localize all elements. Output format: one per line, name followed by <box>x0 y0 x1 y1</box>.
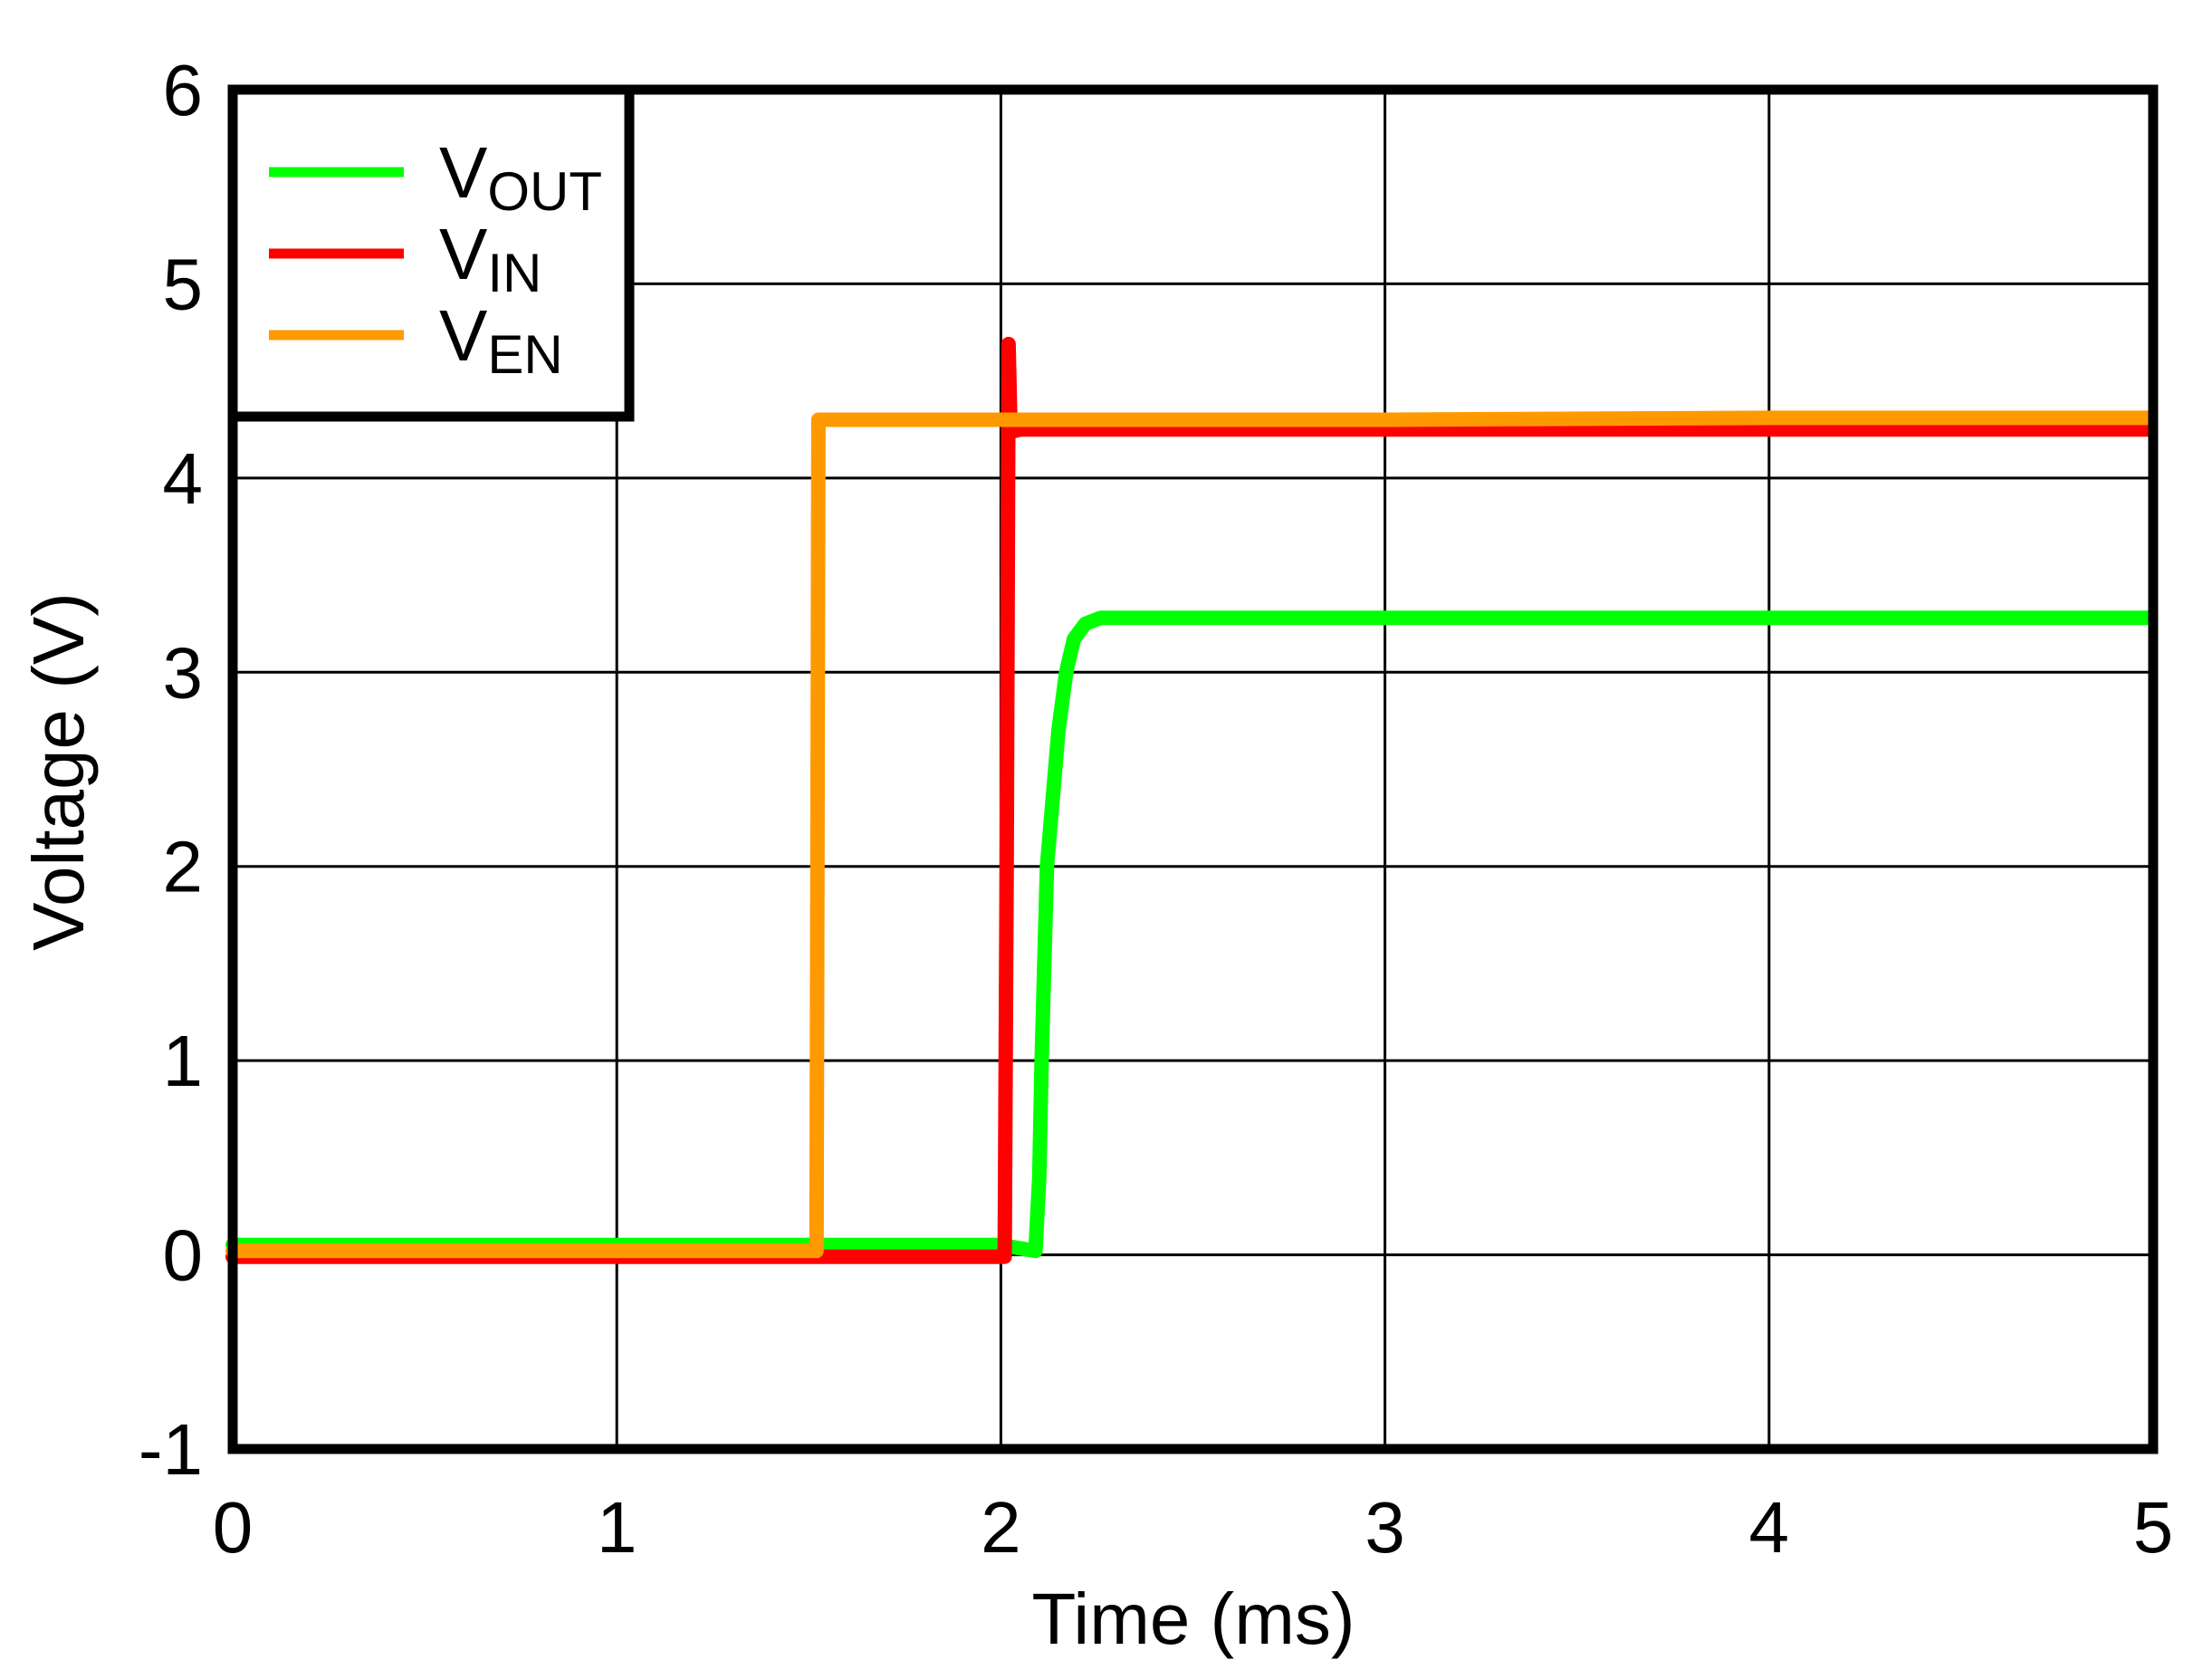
x-tick-label: 4 <box>1749 1487 1790 1568</box>
y-axis-tick-labels: -1 0 1 2 3 4 5 6 <box>139 50 203 1490</box>
y-tick-label: 3 <box>163 632 204 713</box>
plot-frame <box>227 84 2159 1454</box>
x-tick-label: 2 <box>981 1487 1021 1568</box>
legend-subscript: IN <box>487 243 541 303</box>
y-tick-label: 6 <box>163 50 204 130</box>
x-axis-tick-labels: 0 1 2 3 4 5 <box>213 1487 2174 1568</box>
y-tick-label: -1 <box>139 1409 203 1490</box>
x-tick-label: 0 <box>213 1487 254 1568</box>
y-axis-title: Voltage (V) <box>18 592 99 951</box>
series-ven-line <box>225 410 2157 1259</box>
series-vin-line <box>225 336 2157 1264</box>
y-tick-label: 1 <box>163 1021 204 1101</box>
legend-subscript: EN <box>487 324 562 385</box>
y-tick-label: 4 <box>163 438 204 519</box>
x-axis-title: Time (ms) <box>1032 1578 1355 1659</box>
legend-subscript: OUT <box>487 161 602 222</box>
series-vout-line <box>225 610 2157 1259</box>
y-tick-label: 0 <box>163 1215 204 1296</box>
x-tick-label: 1 <box>597 1487 637 1568</box>
y-tick-label: 5 <box>163 244 204 324</box>
plot-series <box>225 336 2157 1264</box>
x-tick-label: 5 <box>2133 1487 2174 1568</box>
x-tick-label: 3 <box>1365 1487 1405 1568</box>
y-tick-label: 2 <box>163 827 204 907</box>
